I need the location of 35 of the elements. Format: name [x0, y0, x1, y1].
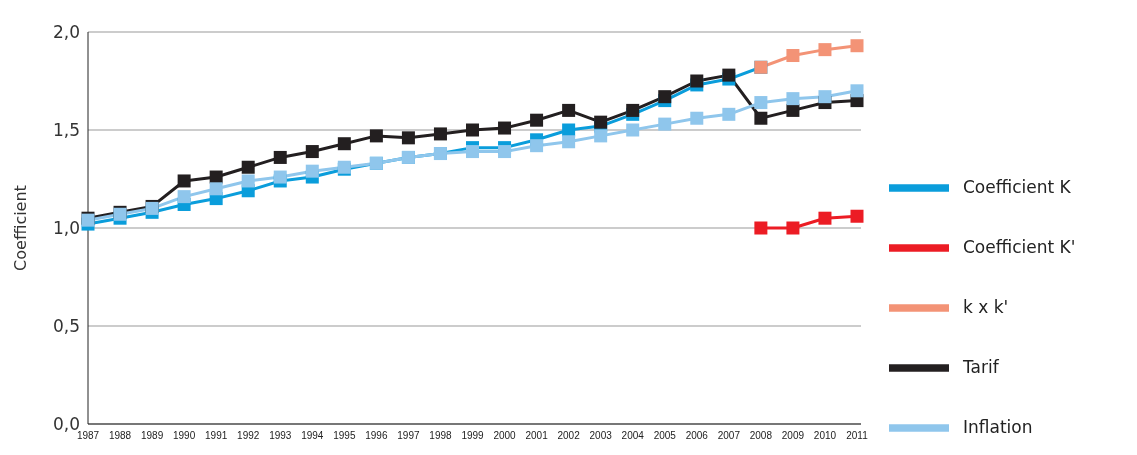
x-tick-label: 1991: [205, 430, 228, 442]
x-tick-label: 1992: [237, 430, 260, 442]
x-tick-label: 2002: [557, 430, 581, 442]
x-tick-label: 2001: [525, 430, 549, 442]
x-tick-label: 1990: [173, 430, 196, 442]
x-tick-label: 2000: [493, 430, 517, 442]
x-tick-label: 1993: [269, 430, 292, 442]
x-tick-label: 2006: [685, 430, 709, 442]
x-tick-label: 2007: [717, 430, 741, 442]
y-axis-title: Coefficient: [10, 185, 30, 271]
x-tick-label: 1989: [140, 430, 164, 442]
x-tick-label: 2005: [653, 430, 677, 442]
x-tick-label: 1996: [365, 430, 388, 442]
y-tick-label: 2,0: [52, 22, 80, 43]
legend-label: Coefficient K: [963, 175, 1071, 199]
legend-label: Inflation: [963, 415, 1033, 439]
x-tick-label: 1994: [301, 430, 324, 442]
x-tick-label: 1987: [76, 430, 100, 442]
y-tick-label: 0,5: [52, 316, 80, 337]
x-tick-label: 1995: [333, 430, 356, 442]
x-tick-label: 2003: [589, 430, 613, 442]
y-tick-label: 1,0: [52, 218, 80, 239]
x-tick-label: 2009: [781, 430, 805, 442]
legend-label: Coefficient K': [963, 235, 1076, 259]
x-tick-label: 1998: [429, 430, 453, 442]
legend-label: k x k': [963, 295, 1009, 319]
x-tick-label: 1997: [397, 430, 420, 442]
legend-label: Tarif: [963, 355, 999, 379]
x-tick-label: 1988: [108, 430, 132, 442]
x-tick-label: 2011: [846, 430, 869, 442]
y-tick-label: 1,5: [52, 120, 80, 141]
x-tick-label: 2004: [621, 430, 645, 442]
x-tick-label: 2008: [749, 430, 773, 442]
x-tick-label: 1999: [461, 430, 485, 442]
x-tick-label: 2010: [813, 430, 837, 442]
